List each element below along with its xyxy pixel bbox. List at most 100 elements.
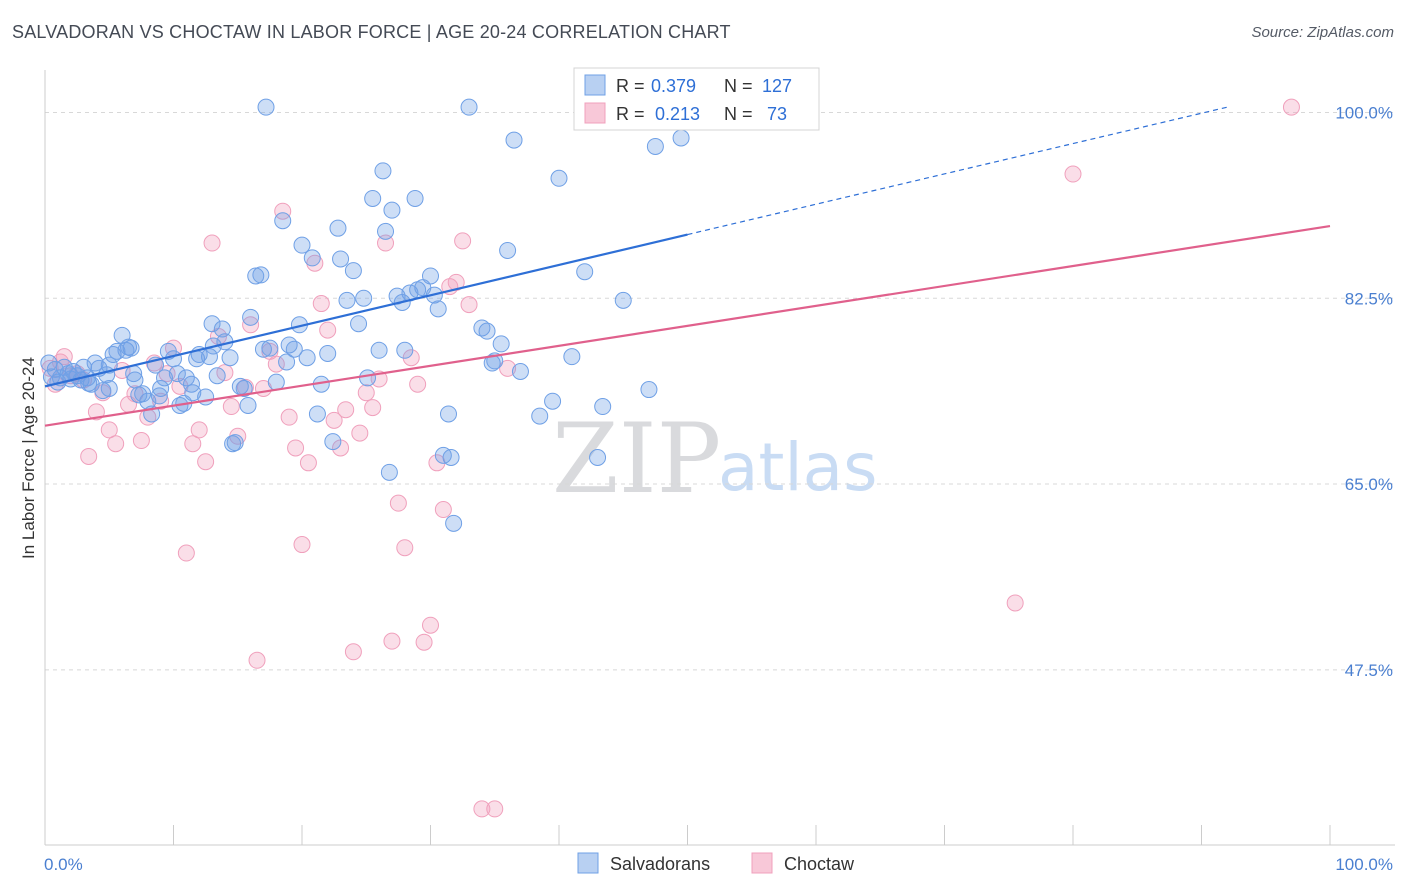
choctaw-trend-line (44, 224, 1331, 427)
salvadoran-point (544, 392, 562, 410)
choctaw-point (299, 454, 317, 472)
choctaw-points (41, 98, 1300, 818)
choctaw-n-value: 73 (762, 104, 787, 124)
choctaw-point (312, 295, 330, 313)
salvadoran-point (614, 291, 632, 309)
legend-choctaw-swatch[interactable] (751, 852, 773, 874)
salvadoran-point (640, 381, 658, 399)
choctaw-point (344, 643, 362, 661)
salvadoran-point (247, 267, 265, 285)
salvadoran-point (499, 241, 517, 259)
choctaw-point (396, 539, 414, 557)
choctaw-point (460, 296, 478, 314)
choctaw-r-value: 0.213 (655, 104, 700, 124)
salvadoran-point (445, 514, 463, 532)
choctaw-point (415, 633, 433, 651)
salvadoran-point (303, 249, 321, 267)
choctaw-point (1064, 165, 1082, 183)
salvadoran-point (439, 405, 457, 423)
choctaw-point (319, 321, 337, 339)
salvadoran-point (208, 367, 226, 385)
salvadoran-point (370, 341, 388, 359)
salvadoran-point (293, 236, 311, 254)
choctaw-point (383, 632, 401, 650)
salvadoran-point (594, 398, 612, 416)
stats-legend: R = 0.379 N = 127 R = 0.213 N = 73 (573, 67, 820, 131)
choctaw-point (274, 202, 292, 220)
salvadoran-point (350, 315, 368, 333)
y-axis-title: In Labor Force | Age 20-24 (19, 357, 38, 559)
choctaw-point (107, 435, 125, 453)
salvadoran-point (267, 373, 285, 391)
salvadoran-point (576, 263, 594, 281)
choctaw-swatch (584, 102, 606, 124)
salvadoran-point (377, 222, 395, 240)
salvadoran-point (182, 375, 200, 393)
salvadoran-point (492, 335, 510, 353)
salvadoran-point (200, 348, 218, 366)
x-tick-label: 0.0% (44, 855, 83, 874)
salvadoran-n-label: N = (724, 76, 753, 96)
salvadoran-point (308, 405, 326, 423)
salvadoran-point (511, 363, 529, 381)
choctaw-point (293, 536, 311, 554)
salvadoran-point (396, 341, 414, 359)
salvadoran-point (672, 129, 690, 147)
choctaw-point (473, 800, 491, 818)
choctaw-point (280, 408, 298, 426)
salvadoran-point (505, 131, 523, 149)
choctaw-point (287, 439, 305, 457)
salvadoran-point (239, 396, 257, 414)
salvadoran-trend-line (44, 233, 688, 388)
legend-salvadoran-label[interactable]: Salvadorans (610, 854, 710, 874)
watermark-atlas: atlas (718, 429, 878, 506)
y-tick-label: 82.5% (1345, 289, 1393, 308)
bottom-legend[interactable]: Salvadorans Choctaw (577, 852, 855, 874)
choctaw-point (242, 316, 260, 334)
choctaw-n-label: N = (724, 104, 753, 124)
choctaw-point (434, 501, 452, 519)
salvadoran-point (150, 387, 168, 405)
salvadoran-point (429, 300, 447, 318)
salvadoran-r-label: R = (616, 76, 645, 96)
choctaw-point (100, 421, 118, 439)
salvadoran-point (344, 262, 362, 280)
choctaw-point (454, 232, 472, 250)
choctaw-point (190, 421, 208, 439)
salvadoran-point (364, 189, 382, 207)
salvadoran-point (324, 433, 342, 451)
salvadoran-point (257, 98, 275, 116)
salvadoran-point (319, 344, 337, 362)
choctaw-point (197, 453, 215, 471)
choctaw-point (364, 399, 382, 417)
watermark-zip: ZIP (552, 403, 721, 515)
salvadoran-point (332, 250, 350, 268)
salvadoran-point (483, 354, 501, 372)
legend-salvadoran-swatch[interactable] (577, 852, 599, 874)
salvadoran-point (94, 382, 112, 400)
choctaw-point (184, 435, 202, 453)
salvadoran-point (184, 384, 202, 402)
choctaw-point (409, 375, 427, 393)
y-tick-label: 65.0% (1345, 475, 1393, 494)
salvadoran-point (589, 449, 607, 466)
legend-choctaw-label[interactable]: Choctaw (784, 854, 855, 874)
choctaw-point (203, 234, 221, 252)
salvadoran-point (252, 266, 270, 284)
salvadoran-point (380, 463, 398, 481)
salvadoran-point (261, 339, 279, 357)
choctaw-point (177, 544, 195, 562)
choctaw-point (87, 403, 105, 421)
chart-title: SALVADORAN VS CHOCTAW IN LABOR FORCE | A… (12, 22, 731, 42)
chart-source: Source: ZipAtlas.com (1251, 24, 1394, 41)
salvadoran-point (329, 219, 347, 237)
tick-labels: 100.0% 82.5% 65.0% 47.5% 0.0% 100.0% (44, 103, 1393, 874)
choctaw-point (337, 401, 355, 419)
salvadoran-point (550, 169, 568, 187)
salvadoran-point (165, 350, 182, 368)
salvadoran-point (254, 340, 272, 358)
salvadoran-point (235, 379, 253, 397)
trend-lines (44, 106, 1331, 427)
salvadoran-point (473, 319, 491, 337)
